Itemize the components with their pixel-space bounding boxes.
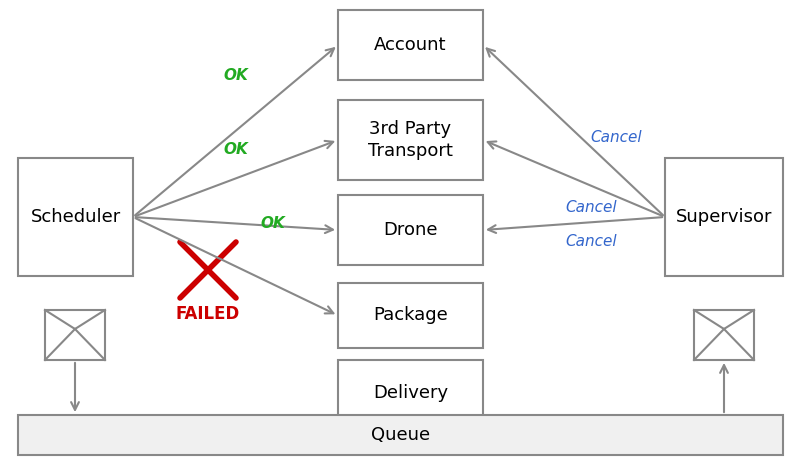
Bar bbox=[338, 10, 483, 80]
Bar bbox=[665, 158, 783, 276]
Bar bbox=[18, 158, 133, 276]
Text: Cancel: Cancel bbox=[590, 130, 642, 146]
Text: Delivery: Delivery bbox=[373, 383, 448, 401]
Text: OK: OK bbox=[223, 67, 248, 83]
Text: Cancel: Cancel bbox=[565, 235, 617, 249]
Text: Scheduler: Scheduler bbox=[30, 208, 121, 226]
Bar bbox=[338, 100, 483, 180]
Text: Package: Package bbox=[373, 306, 448, 324]
Text: FAILED: FAILED bbox=[176, 305, 240, 323]
Text: Supervisor: Supervisor bbox=[676, 208, 772, 226]
Bar bbox=[45, 310, 105, 360]
Bar bbox=[338, 283, 483, 348]
Text: Cancel: Cancel bbox=[565, 201, 617, 215]
Text: Queue: Queue bbox=[371, 426, 430, 444]
Text: Drone: Drone bbox=[383, 221, 438, 239]
Bar bbox=[694, 310, 754, 360]
Text: Account: Account bbox=[374, 36, 446, 54]
Bar bbox=[338, 195, 483, 265]
Text: OK: OK bbox=[260, 215, 285, 231]
Bar bbox=[338, 360, 483, 425]
Text: 3rd Party
Transport: 3rd Party Transport bbox=[368, 120, 453, 160]
Bar bbox=[18, 415, 783, 455]
Text: OK: OK bbox=[223, 142, 248, 158]
